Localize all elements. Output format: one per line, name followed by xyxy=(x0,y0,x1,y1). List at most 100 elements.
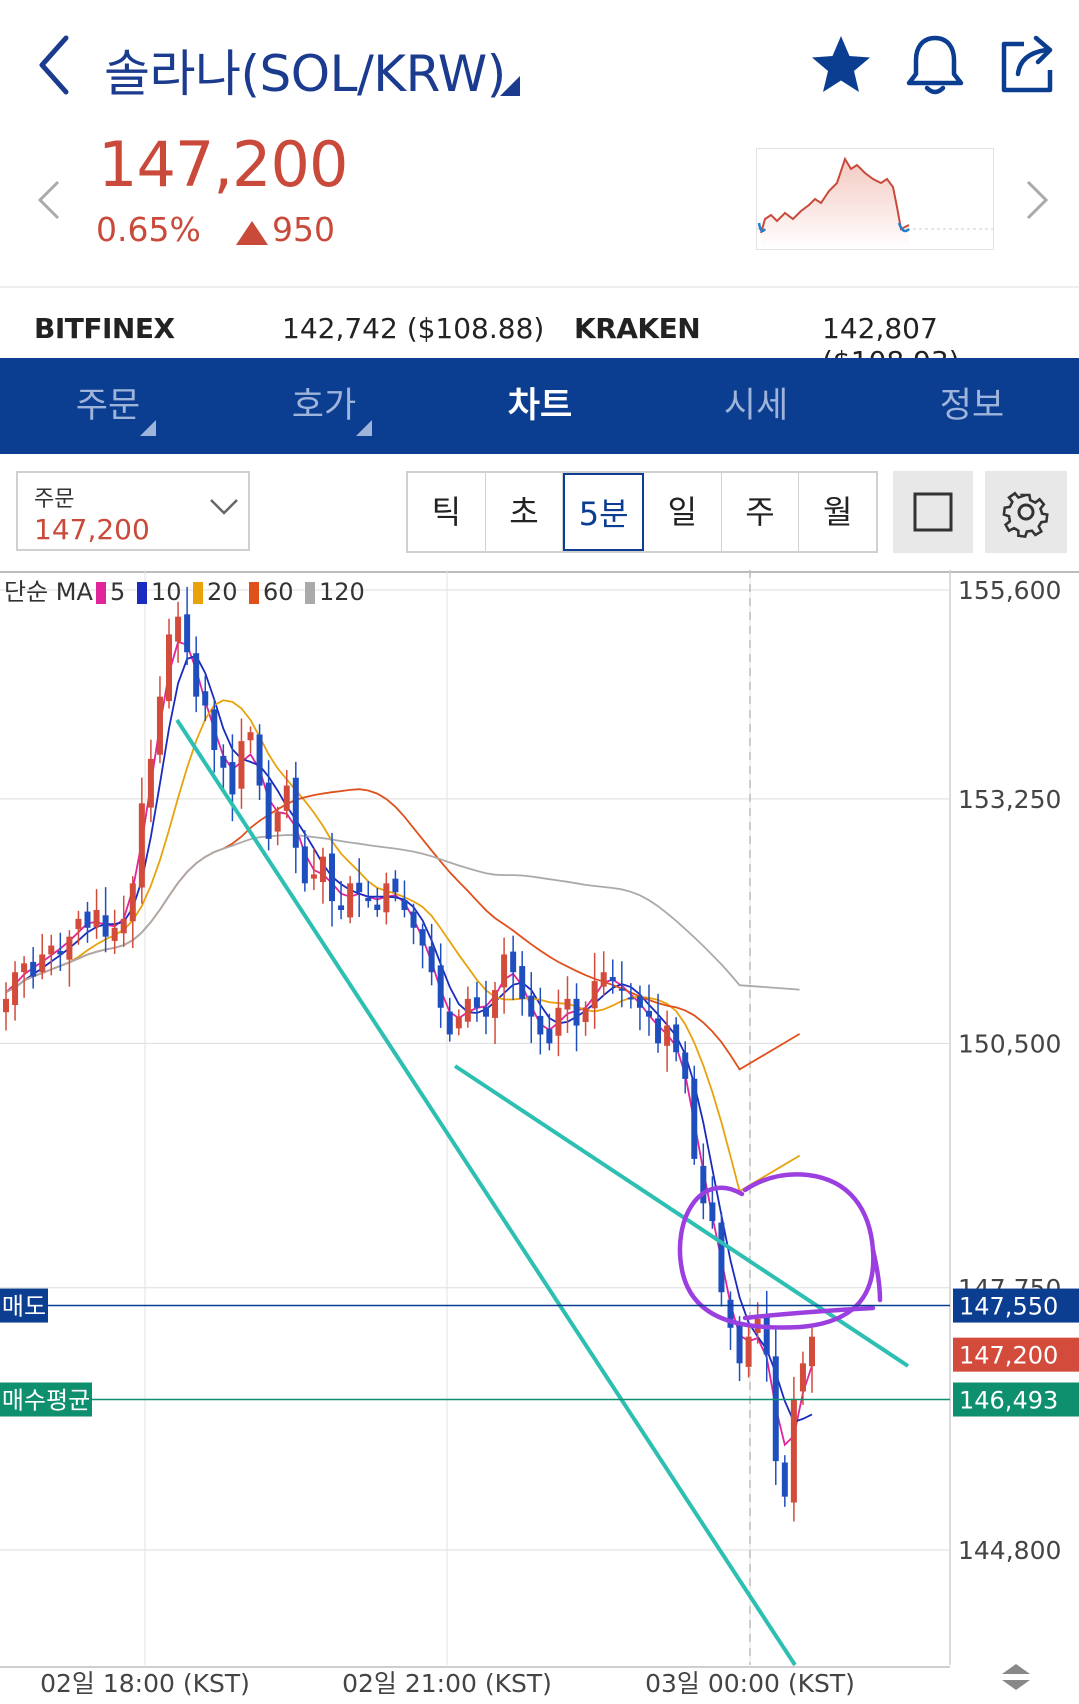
legend-swatch xyxy=(193,582,203,604)
back-icon xyxy=(39,35,69,95)
candlesticks xyxy=(3,586,815,1522)
draw-tool-button[interactable] xyxy=(893,471,973,553)
candle-body xyxy=(645,1010,652,1017)
exchange-name: KRAKEN xyxy=(574,312,701,345)
current-price-tag: 147,200 xyxy=(953,1337,1079,1372)
candle-body xyxy=(193,653,200,697)
tab-chart[interactable]: 차트 xyxy=(507,386,573,426)
ma-10-line xyxy=(5,654,813,1424)
candle-body xyxy=(84,911,91,928)
mini-price-chart xyxy=(756,148,994,250)
candle-body xyxy=(383,883,390,913)
y-tick-label: 153,250 xyxy=(958,785,1061,814)
candle-body xyxy=(745,1336,752,1367)
candle-body xyxy=(129,883,136,922)
candle-body xyxy=(781,1462,788,1497)
ask-tag: 매도 xyxy=(0,1288,48,1323)
up-arrow-icon xyxy=(236,221,268,245)
candle-body xyxy=(93,910,100,927)
legend-swatch xyxy=(96,582,106,604)
y-tick-label: 150,500 xyxy=(958,1029,1061,1058)
annotation-stroke xyxy=(870,1247,883,1303)
scroll-handle-icon xyxy=(1002,1664,1030,1690)
timeframe-5min[interactable]: 5분 xyxy=(563,473,645,551)
tab-info[interactable]: 정보 xyxy=(939,386,1005,426)
next-coin-button[interactable] xyxy=(1022,178,1052,222)
candle-body xyxy=(356,882,363,893)
legend-label: 60 xyxy=(263,578,294,606)
favorite-button[interactable] xyxy=(806,30,876,100)
candle-body xyxy=(582,1007,589,1023)
tab-orderbook[interactable]: 호가 xyxy=(291,386,357,426)
candle-body xyxy=(428,946,435,973)
candle-body xyxy=(772,1356,779,1462)
chart-settings-button[interactable] xyxy=(985,471,1067,553)
candle-body xyxy=(283,785,290,811)
tab-order[interactable]: 주문 xyxy=(75,386,141,426)
x-tick-label: 02일 21:00 (KST) xyxy=(342,1669,552,1698)
candle-body xyxy=(591,981,598,1009)
candle-body xyxy=(310,874,317,879)
timeframe-day[interactable]: 일 xyxy=(644,473,722,551)
candle-body xyxy=(274,812,281,832)
order-select[interactable]: 주문 147,200 xyxy=(16,471,250,551)
svg-text:매수평균: 매수평균 xyxy=(2,1387,90,1415)
chart-legend: 단순 MA 5 10 20 60 120 xyxy=(4,578,365,606)
change-percent: 0.65% xyxy=(96,210,201,249)
candle-body xyxy=(220,755,227,768)
order-select-value: 147,200 xyxy=(34,513,150,546)
price-chart[interactable]: 155,600 153,250 150,500 147,750 144,800 02일 1… xyxy=(0,570,1079,1700)
trendline xyxy=(175,718,797,1667)
hand-drawn-annotations xyxy=(175,718,910,1667)
timeframe-tick[interactable]: 틱 xyxy=(408,473,486,551)
candle-body xyxy=(492,990,499,1018)
timeframe-second[interactable]: 초 xyxy=(486,473,564,551)
back-button[interactable] xyxy=(28,30,84,100)
alert-button[interactable] xyxy=(900,30,970,100)
exchange-price-row: BITFINEX 142,742 ($108.88) KRAKEN 142,80… xyxy=(0,286,1079,378)
candle-body xyxy=(111,927,118,941)
page-title[interactable]: 솔라나(SOL/KRW) xyxy=(104,45,506,103)
candle-body xyxy=(292,777,299,848)
avg-buy-price-tag: 146,493 xyxy=(953,1382,1079,1417)
title-dropdown-caret[interactable] xyxy=(500,76,520,96)
candle-body xyxy=(790,1398,797,1503)
share-button[interactable] xyxy=(994,30,1064,100)
candle-body xyxy=(482,1007,489,1017)
annotation-circle xyxy=(677,1172,876,1330)
candle-body xyxy=(12,972,19,1006)
timeframe-month[interactable]: 월 xyxy=(822,493,853,531)
avg-buy-tag: 매수평균 xyxy=(0,1382,92,1417)
candle-body xyxy=(673,1024,680,1053)
tab-market[interactable]: 시세 xyxy=(723,386,789,426)
candle-body xyxy=(211,709,218,750)
candle-body xyxy=(700,1165,707,1204)
candle-body xyxy=(166,634,173,702)
candle-body xyxy=(528,995,535,1017)
svg-text:146,493: 146,493 xyxy=(959,1387,1058,1415)
legend-label: 10 xyxy=(151,578,182,606)
legend-swatch xyxy=(249,582,259,604)
candle-body xyxy=(102,915,109,937)
candle-body xyxy=(229,762,236,795)
candle-body xyxy=(664,1025,671,1046)
square-icon xyxy=(913,492,953,532)
candle-body xyxy=(564,998,571,1010)
prev-coin-button[interactable] xyxy=(34,178,64,222)
candle-body xyxy=(75,918,82,930)
candle-body xyxy=(455,1016,462,1029)
legend-label: 5 xyxy=(110,578,125,606)
candle-body xyxy=(48,945,55,955)
candle-body xyxy=(682,1052,689,1079)
candle-body xyxy=(419,929,426,946)
order-select-label: 주문 xyxy=(34,487,75,512)
timeframe-selector: 틱 초 5분 일 주 월 xyxy=(406,471,878,553)
candle-body xyxy=(401,900,408,910)
change-amount: 950 xyxy=(272,210,335,249)
candle-body xyxy=(301,846,308,884)
timeframe-week[interactable]: 주 xyxy=(722,473,800,551)
candle-body xyxy=(156,696,163,755)
candle-body xyxy=(537,1015,544,1035)
candle-body xyxy=(473,997,480,1008)
